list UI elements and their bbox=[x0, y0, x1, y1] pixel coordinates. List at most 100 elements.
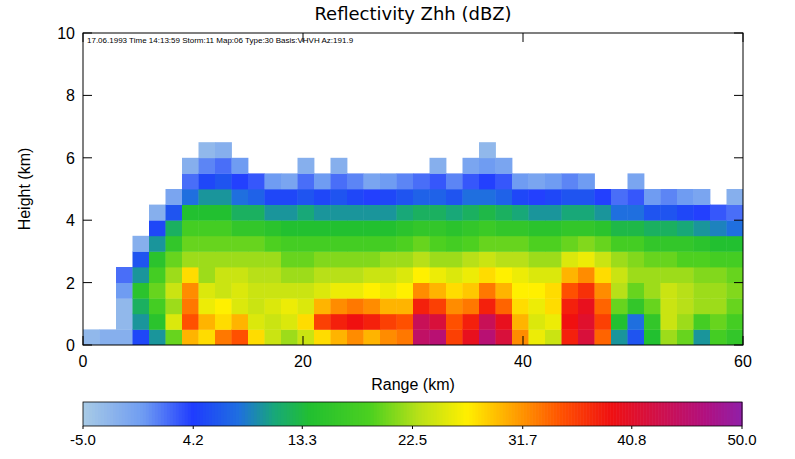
cell bbox=[430, 267, 447, 283]
cell bbox=[529, 205, 546, 221]
cell bbox=[182, 267, 199, 283]
cell bbox=[281, 173, 298, 189]
cell bbox=[628, 205, 645, 221]
cell bbox=[512, 329, 529, 345]
cell bbox=[479, 329, 496, 345]
cell bbox=[677, 251, 694, 267]
cell bbox=[380, 251, 397, 267]
cell bbox=[644, 329, 661, 345]
cell bbox=[364, 283, 381, 299]
cell bbox=[512, 220, 529, 236]
cell bbox=[644, 236, 661, 252]
cell bbox=[133, 329, 150, 345]
cell bbox=[710, 220, 727, 236]
cell bbox=[727, 220, 744, 236]
y-tick bbox=[734, 220, 743, 221]
cell bbox=[512, 314, 529, 330]
cell bbox=[595, 251, 612, 267]
cell bbox=[100, 329, 117, 345]
cell bbox=[133, 251, 150, 267]
cell bbox=[463, 205, 480, 221]
cell bbox=[545, 189, 562, 205]
cell bbox=[496, 267, 513, 283]
y-tick bbox=[83, 345, 92, 346]
cell bbox=[430, 298, 447, 314]
cell bbox=[694, 298, 711, 314]
cell bbox=[314, 205, 331, 221]
cell bbox=[694, 205, 711, 221]
cell bbox=[331, 158, 348, 174]
cell bbox=[430, 189, 447, 205]
cell bbox=[512, 173, 529, 189]
cell bbox=[248, 220, 265, 236]
cell bbox=[661, 220, 678, 236]
cell bbox=[116, 329, 133, 345]
y-tick bbox=[734, 33, 743, 34]
cell bbox=[644, 314, 661, 330]
cell bbox=[281, 267, 298, 283]
cell bbox=[727, 329, 744, 345]
y-tick bbox=[83, 95, 92, 96]
cell bbox=[710, 329, 727, 345]
cell bbox=[578, 251, 595, 267]
cell bbox=[430, 205, 447, 221]
cell bbox=[628, 267, 645, 283]
cell bbox=[463, 251, 480, 267]
cell bbox=[182, 189, 199, 205]
colorbar-tick bbox=[412, 426, 413, 429]
cell bbox=[413, 314, 430, 330]
cell bbox=[397, 251, 414, 267]
cell bbox=[727, 298, 744, 314]
y-tick bbox=[734, 282, 743, 283]
cell bbox=[331, 189, 348, 205]
cell bbox=[281, 205, 298, 221]
cell bbox=[331, 205, 348, 221]
cell bbox=[116, 267, 133, 283]
cell bbox=[496, 329, 513, 345]
cell bbox=[182, 283, 199, 299]
cell bbox=[661, 205, 678, 221]
cell bbox=[562, 236, 579, 252]
cell bbox=[463, 173, 480, 189]
cell bbox=[232, 158, 249, 174]
cell bbox=[529, 173, 546, 189]
cell bbox=[529, 298, 546, 314]
cell bbox=[677, 220, 694, 236]
cell bbox=[166, 189, 183, 205]
cell bbox=[677, 298, 694, 314]
cell bbox=[397, 189, 414, 205]
cell bbox=[265, 236, 282, 252]
y-tick bbox=[734, 157, 743, 158]
cell bbox=[265, 251, 282, 267]
x-tick bbox=[523, 336, 524, 345]
cell bbox=[380, 329, 397, 345]
cell bbox=[578, 205, 595, 221]
cell bbox=[331, 298, 348, 314]
cell bbox=[364, 298, 381, 314]
cell bbox=[496, 236, 513, 252]
cell bbox=[479, 173, 496, 189]
cell bbox=[331, 173, 348, 189]
cell bbox=[710, 205, 727, 221]
cell bbox=[413, 173, 430, 189]
cell bbox=[496, 158, 513, 174]
colorbar-tick bbox=[522, 426, 523, 429]
cell bbox=[578, 298, 595, 314]
cell bbox=[496, 298, 513, 314]
cell bbox=[281, 283, 298, 299]
cell bbox=[578, 314, 595, 330]
cell bbox=[430, 314, 447, 330]
cell bbox=[182, 314, 199, 330]
cell bbox=[463, 189, 480, 205]
x-tick-label: 40 bbox=[514, 353, 532, 370]
colorbar-tick-label: 50.0 bbox=[727, 431, 756, 448]
cell bbox=[446, 298, 463, 314]
cell bbox=[248, 314, 265, 330]
cell bbox=[446, 267, 463, 283]
cell bbox=[562, 205, 579, 221]
x-axis-title: Range (km) bbox=[371, 376, 455, 393]
cell bbox=[314, 298, 331, 314]
cell bbox=[149, 314, 166, 330]
y-tick bbox=[734, 95, 743, 96]
colorbar-tick bbox=[193, 426, 194, 429]
